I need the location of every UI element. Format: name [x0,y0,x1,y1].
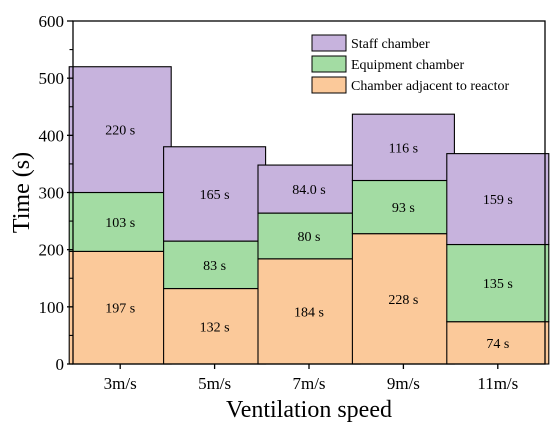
bar-segment [68,191,172,252]
bar-value-label: 184 s [294,305,324,320]
legend-label: Chamber adjacent to reactor [351,79,510,94]
x-axis-title: Ventilation speed [226,397,392,423]
bar-value-label: 80 s [298,230,321,245]
x-axis: 3m/s 5m/s 7m/s 9m/s 11m/s [104,364,518,393]
bar-value-label: 116 s [389,141,418,156]
legend-swatch [311,76,347,94]
bar-segment [257,212,361,260]
legend-swatch [311,55,347,73]
x-tick-label: 11m/s [477,374,518,393]
bar-segment [68,66,172,194]
bar-value-label: 159 s [483,193,513,208]
y-tick-label: 0 [56,355,65,374]
bar-segment [257,164,361,214]
legend-label: Staff chamber [351,37,430,52]
x-tick-label: 3m/s [104,374,137,393]
bars-layer [68,66,550,365]
bar-value-label: 220 s [105,124,135,139]
legend-label: Equipment chamber [351,58,464,73]
bar-value-label: 103 s [105,216,135,231]
bar-value-label: 84.0 s [292,183,325,198]
legend-swatch [311,34,347,52]
y-axis-title: Time (s) [9,152,35,233]
bar-segment [446,153,550,246]
y-tick-label: 300 [39,184,65,203]
y-axis: 0 100 200 300 400 500 600 [39,12,73,374]
bar-segment [163,287,267,365]
bar-value-label: 197 s [105,302,135,317]
x-tick-label: 9m/s [387,374,420,393]
y-tick-label: 400 [39,126,65,145]
bar-value-label: 135 s [483,277,513,292]
bar-value-label: 228 s [388,293,418,308]
bar-segment [163,240,267,290]
bar-value-label: 93 s [392,201,415,216]
bar-segment [163,146,267,242]
bar-value-label: 132 s [200,320,230,335]
bar-segment [68,250,172,365]
y-tick-label: 600 [39,12,65,31]
bar-value-label: 74 s [486,337,509,352]
bar-value-label: 165 s [200,188,230,203]
y-tick-label: 500 [39,69,65,88]
bar-segment [351,233,455,365]
bar-value-label: 83 s [203,259,226,274]
legend: Staff chamber Equipment chamber Chamber ad… [311,34,510,94]
bar-segment [351,113,455,182]
y-tick-label: 200 [39,241,65,260]
y-tick-label: 100 [39,298,65,317]
data-labels-layer: 197 s 103 s 220 s 132 s 83 s 165 s 184 s 80 s 84… [105,124,513,352]
x-tick-label: 5m/s [198,374,231,393]
x-tick-label: 7m/s [292,374,325,393]
